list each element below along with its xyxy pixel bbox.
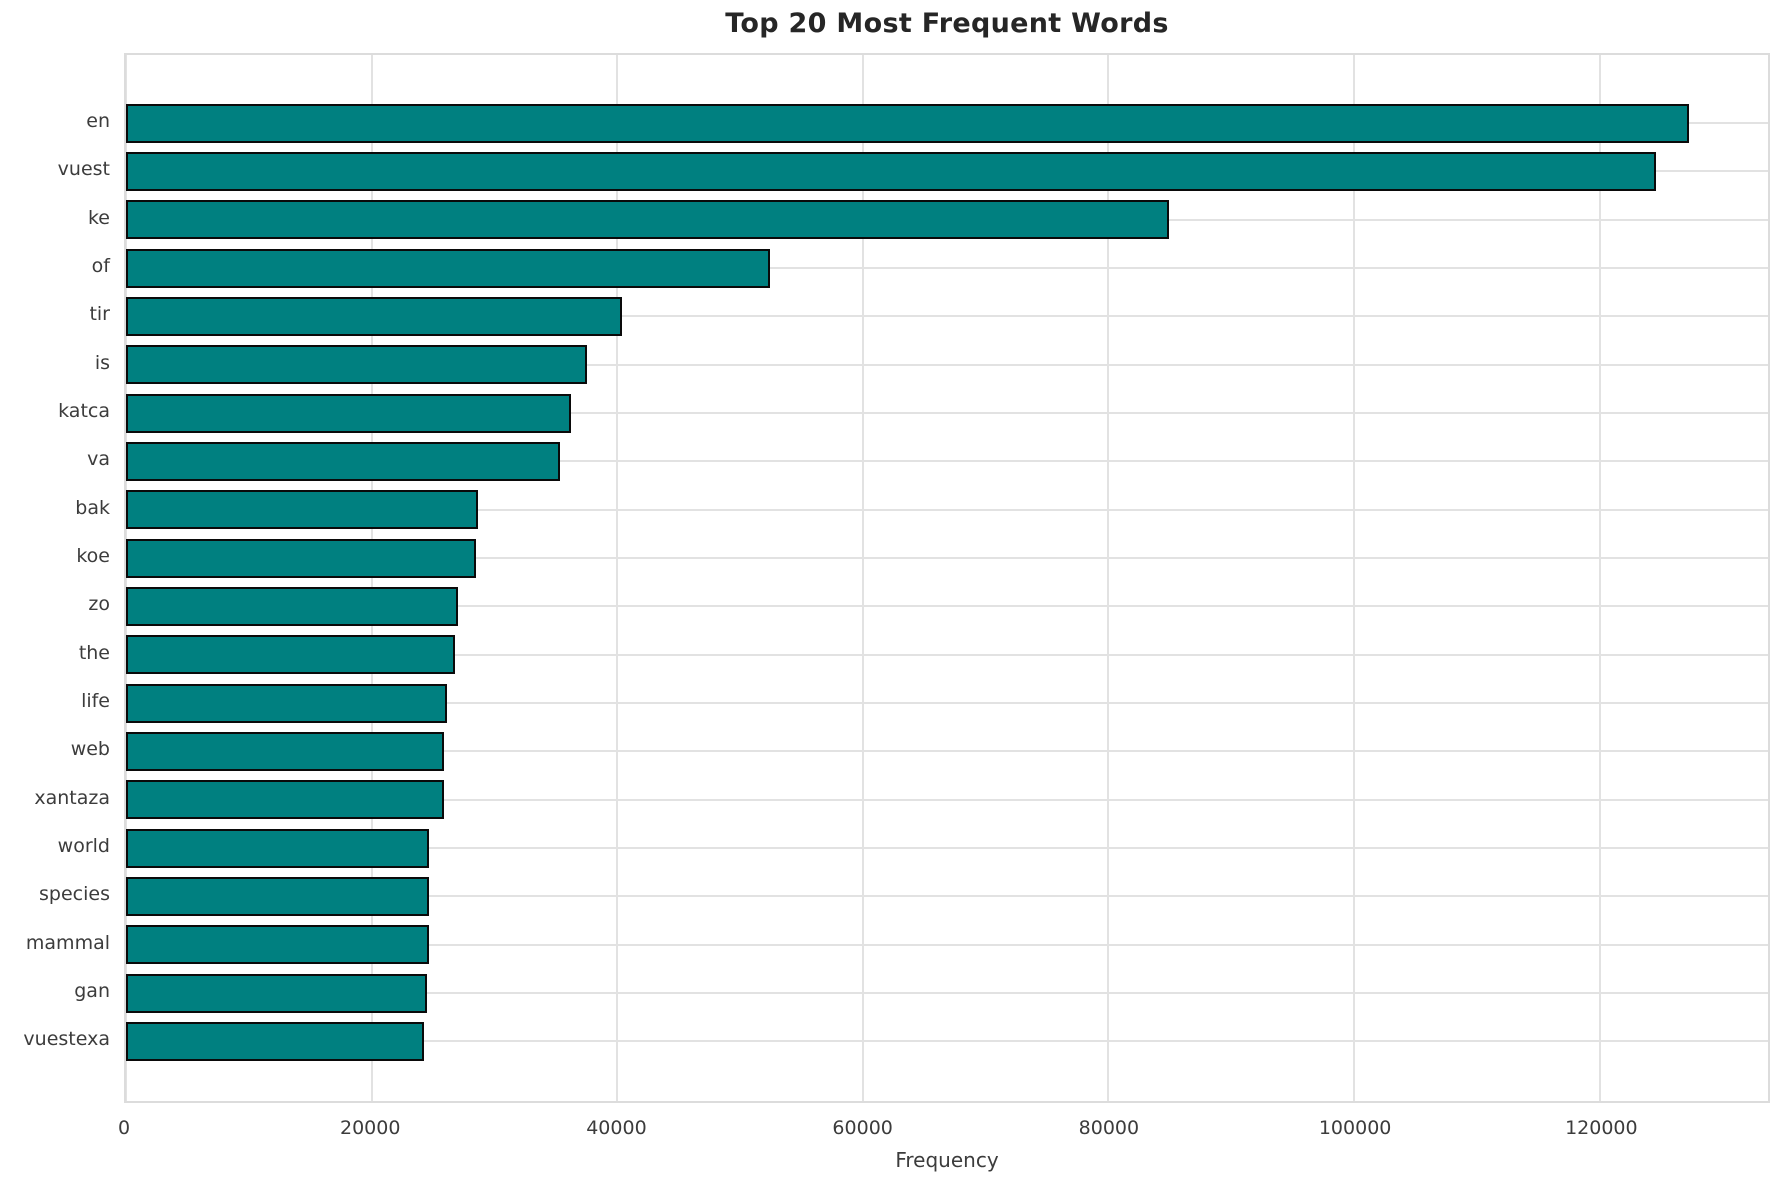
bar-koe <box>126 538 476 578</box>
bar-world <box>126 828 430 868</box>
x-gridline-0 <box>126 55 127 1101</box>
bar-mammal <box>126 925 430 965</box>
x-gridline-100000 <box>1353 55 1356 1101</box>
y-tick-label-bak: bak <box>75 496 110 519</box>
y-gridline-web <box>126 750 1768 753</box>
bar-species <box>126 876 430 916</box>
y-tick-label-gan: gan <box>74 980 110 1003</box>
bar-zo <box>126 586 458 626</box>
y-tick-label-life: life <box>81 690 110 713</box>
bar-en <box>126 103 1690 143</box>
y-tick-label-xantaza: xantaza <box>34 786 110 809</box>
y-gridline-koe <box>126 557 1768 560</box>
y-gridline-tir <box>126 315 1768 318</box>
y-tick-label-web: web <box>70 738 110 761</box>
bar-is <box>126 345 587 385</box>
bar-life <box>126 683 447 723</box>
y-gridline-xantaza <box>126 798 1768 801</box>
bar-web <box>126 731 445 771</box>
y-gridline-zo <box>126 605 1768 608</box>
x-tick-label-120000: 120000 <box>1565 1117 1638 1139</box>
bar-katca <box>126 393 571 433</box>
bar-tir <box>126 296 623 336</box>
y-tick-label-world: world <box>57 835 110 858</box>
x-gridline-80000 <box>1107 55 1110 1101</box>
bar-of <box>126 248 770 288</box>
x-axis-title: Frequency <box>895 1148 999 1172</box>
x-tick-label-0: 0 <box>117 1117 131 1139</box>
y-gridline-is <box>126 363 1768 366</box>
y-tick-label-vuestexa: vuestexa <box>23 1028 110 1051</box>
y-tick-label-of: of <box>91 255 110 278</box>
bar-va <box>126 441 560 481</box>
x-tick-label-60000: 60000 <box>832 1117 893 1139</box>
y-gridline-gan <box>126 992 1768 995</box>
y-tick-label-tir: tir <box>89 303 110 326</box>
bar-the <box>126 635 456 675</box>
x-tick-label-40000: 40000 <box>586 1117 647 1139</box>
y-gridline-katca <box>126 412 1768 415</box>
x-tick-label-100000: 100000 <box>1318 1117 1392 1139</box>
y-tick-label-is: is <box>94 351 110 374</box>
y-tick-label-the: the <box>78 641 110 664</box>
bar-ke <box>126 200 1169 240</box>
y-gridline-life <box>126 702 1768 705</box>
y-gridline-vuestexa <box>126 1040 1768 1043</box>
bar-vuestexa <box>126 1021 425 1061</box>
y-tick-label-koe: koe <box>76 545 110 568</box>
y-tick-label-en: en <box>86 110 110 132</box>
y-gridline-mammal <box>126 943 1768 946</box>
x-tick-label-20000: 20000 <box>339 1117 401 1139</box>
plot-area <box>124 53 1770 1103</box>
y-tick-label-vuest: vuest <box>57 158 110 181</box>
y-gridline-of <box>126 267 1768 270</box>
y-gridline-the <box>126 653 1768 656</box>
x-gridline-120000 <box>1598 55 1601 1101</box>
y-gridline-bak <box>126 508 1768 511</box>
y-gridline-va <box>126 460 1768 463</box>
chart-title: Top 20 Most Frequent Words <box>725 8 1169 39</box>
y-tick-label-species: species <box>39 883 110 906</box>
y-tick-label-ke: ke <box>87 206 110 229</box>
x-tick-label-80000: 80000 <box>1078 1117 1140 1139</box>
x-gridline-20000 <box>370 55 373 1101</box>
x-gridline-40000 <box>616 55 619 1101</box>
bar-bak <box>126 490 479 530</box>
y-tick-label-katca: katca <box>58 400 110 423</box>
x-gridline-60000 <box>861 55 864 1101</box>
y-gridline-world <box>126 847 1768 850</box>
y-gridline-species <box>126 895 1768 898</box>
bar-gan <box>126 973 427 1013</box>
y-tick-label-zo: zo <box>88 593 110 616</box>
bar-xantaza <box>126 780 445 820</box>
bar-vuest <box>126 151 1657 191</box>
y-tick-label-mammal: mammal <box>25 931 110 954</box>
y-tick-label-va: va <box>87 448 110 471</box>
